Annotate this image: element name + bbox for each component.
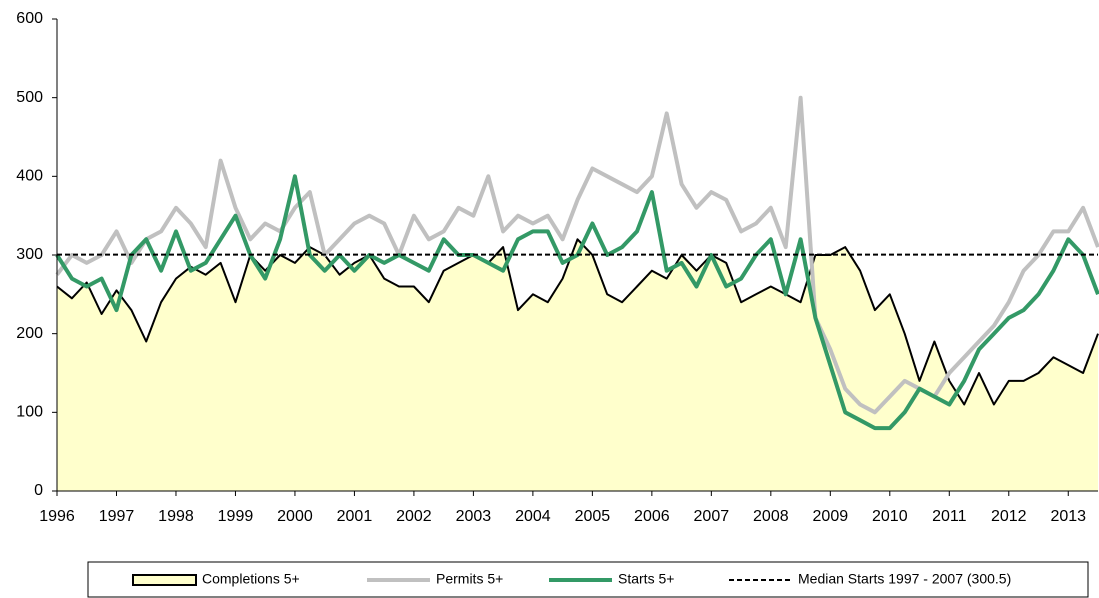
y-tick-label: 200	[16, 325, 43, 342]
x-tick-label: 2006	[634, 508, 670, 525]
y-tick-label: 0	[34, 482, 43, 499]
legend-swatch	[132, 574, 197, 586]
x-tick-label: 2013	[1050, 508, 1086, 525]
x-tick-label: 2000	[277, 508, 313, 525]
legend-label: Starts 5+	[618, 571, 674, 587]
x-tick-label: 2008	[753, 508, 789, 525]
line	[56, 238, 1099, 406]
x-tick-label: 2011	[932, 508, 967, 525]
x-tick-label: 2002	[396, 508, 432, 525]
y-tick-label: 100	[16, 404, 43, 421]
y-tick-label: 600	[16, 10, 43, 27]
y-tick-label: 500	[16, 89, 43, 106]
x-tick-label: 2009	[813, 508, 849, 525]
x-tick-label: 2007	[694, 508, 730, 525]
x-tick-label: 1996	[39, 508, 75, 525]
x-tick-label: 2004	[515, 508, 551, 525]
y-tick-label: 300	[16, 246, 43, 263]
x-tick-label: 1998	[158, 508, 194, 525]
x-tick-label: 1997	[99, 508, 135, 525]
x-tick-label: 2010	[872, 508, 908, 525]
x-tick-label: 1999	[218, 508, 254, 525]
legend-label: Median Starts 1997 - 2007 (300.5)	[798, 571, 1011, 587]
x-tick-label: 2003	[456, 508, 492, 525]
legend-label: Permits 5+	[436, 571, 503, 587]
x-tick-label: 2012	[991, 508, 1027, 525]
area	[57, 239, 1098, 491]
legend-label: Completions 5+	[202, 571, 300, 587]
x-tick-label: 2001	[337, 508, 373, 525]
x-tick-label: 2005	[575, 508, 611, 525]
y-tick-label: 400	[16, 168, 43, 185]
